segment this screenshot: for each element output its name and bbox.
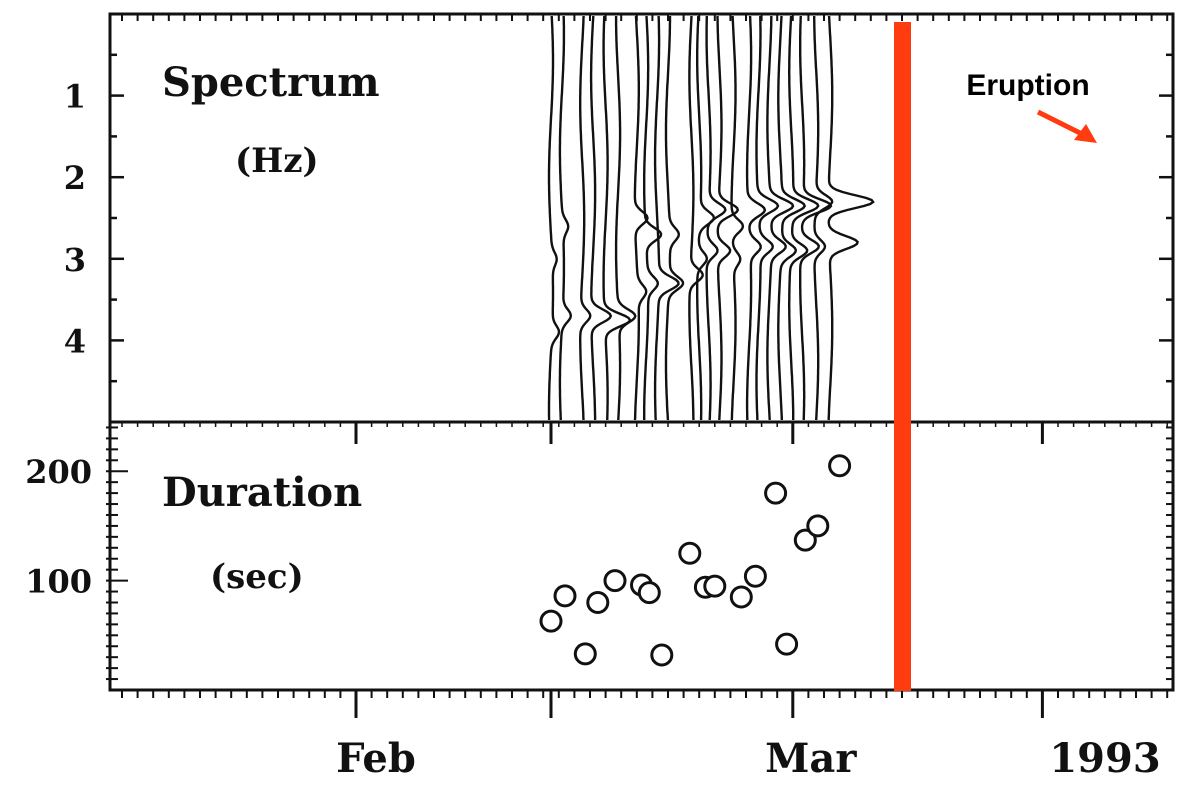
eruption-bar <box>894 22 911 691</box>
spectrum-trace <box>664 16 685 421</box>
duration-ylabel: (sec) <box>210 557 304 597</box>
duration-point <box>729 585 753 609</box>
x-tick-label: Feb <box>336 735 416 782</box>
duration-title: Duration <box>162 469 362 516</box>
spectrum-trace <box>730 15 745 421</box>
eruption-arrow <box>1036 109 1097 143</box>
spectrum-trace <box>766 16 795 421</box>
duration-point <box>775 632 799 656</box>
x-tick-label: 1993 <box>1049 735 1160 782</box>
duration-point <box>539 609 563 633</box>
duration-point <box>603 569 627 593</box>
duration-point <box>806 514 830 538</box>
duration-point <box>553 584 577 608</box>
spectrum-trace <box>643 15 663 420</box>
spectrum-ylabel: (Hz) <box>235 141 319 181</box>
duration-point <box>650 643 674 667</box>
axis-ticks <box>106 14 1173 718</box>
duration-point <box>793 528 817 552</box>
spectrum-trace <box>745 15 767 420</box>
spectrum-traces <box>547 15 875 421</box>
duration-point <box>743 564 767 588</box>
duration-points <box>539 454 852 667</box>
y-tick-labels: 1 2 3 4 100 200 <box>25 78 92 601</box>
spectrum-trace <box>813 16 834 421</box>
spectrum-trace <box>827 15 875 420</box>
spectrum-trace <box>799 15 833 421</box>
spectrum-trace <box>788 15 820 420</box>
spectrum-trace <box>716 16 740 421</box>
duration-point <box>637 581 661 605</box>
duration-point <box>703 574 727 598</box>
spectrum-y-tick-label: 4 <box>64 322 86 360</box>
spectrum-trace <box>558 16 573 421</box>
duration-point <box>764 481 788 505</box>
duration-point <box>586 591 610 614</box>
spectrum-trace <box>633 15 649 421</box>
duration-point <box>828 454 852 478</box>
spectrum-trace <box>602 15 632 421</box>
spectrum-trace <box>547 15 561 420</box>
spectrum-trace <box>777 15 807 420</box>
eruption-label: Eruption <box>966 69 1089 102</box>
x-tick-label: Mar <box>765 735 857 782</box>
spectrum-y-tick-label: 2 <box>64 159 86 197</box>
duration-point <box>573 642 597 666</box>
spectrum-trace <box>705 16 727 421</box>
spectrum-trace <box>696 15 716 420</box>
spectrum-trace <box>614 16 637 421</box>
spectrum-trace <box>589 15 613 420</box>
x-tick-labels: Feb Mar 1993 <box>336 735 1160 782</box>
spectrum-y-tick-label: 3 <box>64 241 86 279</box>
spectrum-y-tick-label: 1 <box>64 78 86 116</box>
spectrum-trace <box>755 16 780 421</box>
spectrum-title: Spectrum <box>162 59 380 106</box>
spectrum-trace <box>579 15 592 421</box>
duration-panel-frame <box>108 420 1175 692</box>
spectrum-trace <box>688 15 704 420</box>
duration-y-tick-label: 100 <box>25 563 92 601</box>
spectrum-trace <box>653 15 680 421</box>
duration-y-tick-label: 200 <box>25 453 92 491</box>
duration-point <box>678 541 702 565</box>
